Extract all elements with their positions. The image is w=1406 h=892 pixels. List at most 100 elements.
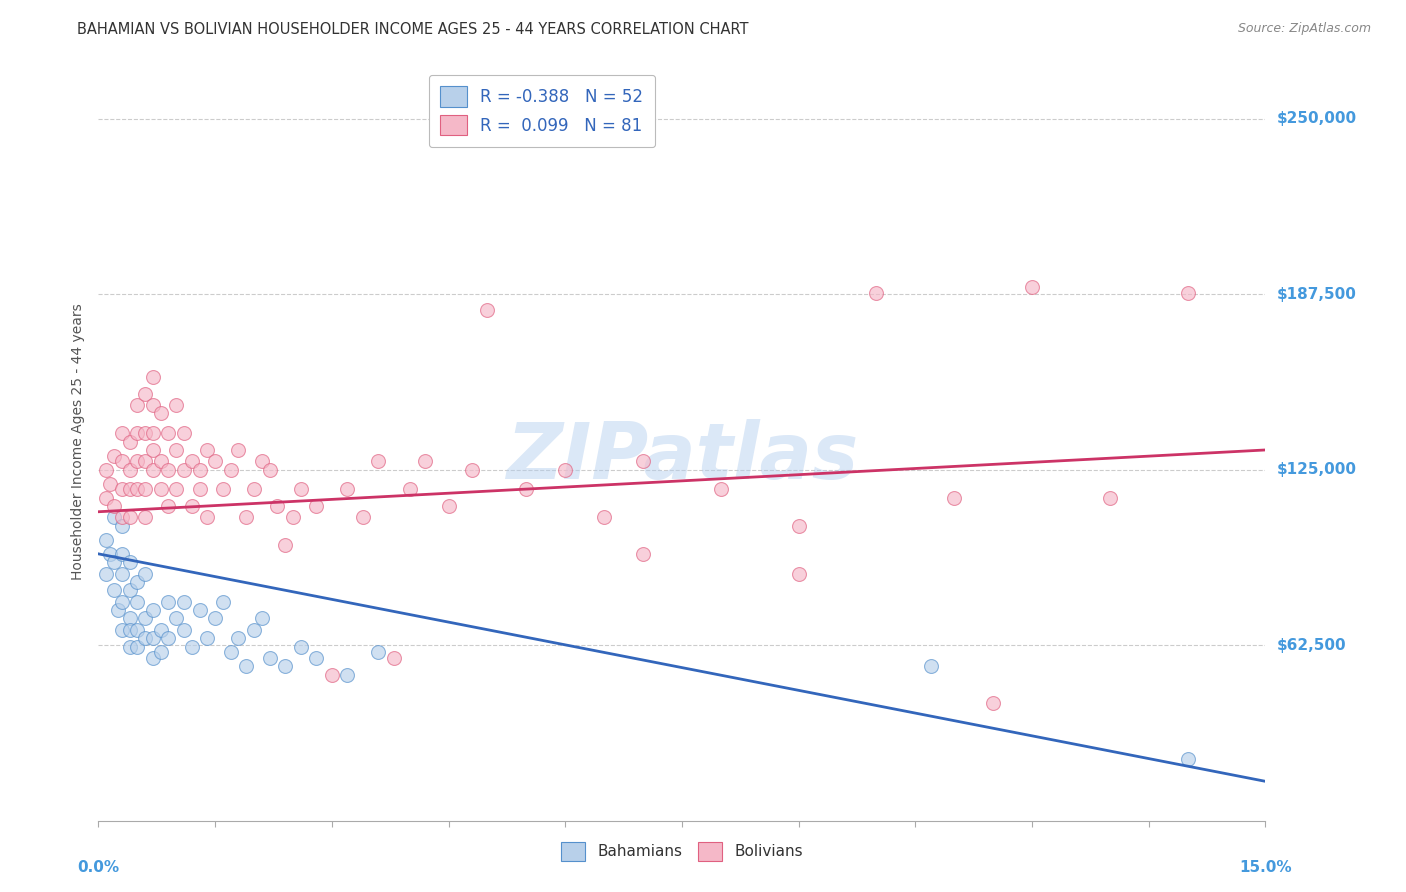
Point [118, 434, 141, 449]
Point [149, 623, 172, 637]
Point [96, 491, 118, 505]
Point [142, 370, 165, 384]
Legend: Bahamians, Bolivians: Bahamians, Bolivians [551, 833, 813, 870]
Point [787, 566, 810, 581]
Point [554, 462, 576, 476]
Point [111, 426, 134, 441]
Point [398, 483, 420, 497]
Point [243, 483, 266, 497]
Point [305, 499, 328, 513]
Point [111, 454, 134, 468]
Point [96, 566, 118, 581]
Point [228, 442, 250, 457]
Point [515, 483, 537, 497]
Point [290, 483, 312, 497]
Point [173, 426, 195, 441]
Text: $187,500: $187,500 [1277, 286, 1357, 301]
Point [1021, 280, 1043, 294]
Point [1098, 491, 1121, 505]
Point [142, 462, 165, 476]
Point [180, 640, 202, 654]
Point [920, 659, 942, 673]
Point [461, 462, 484, 476]
Point [149, 454, 172, 468]
Point [266, 499, 288, 513]
Point [118, 611, 141, 625]
Point [127, 574, 149, 589]
Point [111, 510, 134, 524]
Point [180, 454, 202, 468]
Text: Source: ZipAtlas.com: Source: ZipAtlas.com [1237, 22, 1371, 36]
Point [118, 510, 141, 524]
Point [127, 483, 149, 497]
Point [173, 462, 195, 476]
Text: $250,000: $250,000 [1277, 112, 1357, 126]
Point [336, 483, 359, 497]
Point [149, 645, 172, 659]
Point [865, 285, 887, 300]
Point [98, 476, 121, 491]
Point [127, 623, 149, 637]
Point [111, 483, 134, 497]
Point [96, 462, 118, 476]
Point [165, 483, 187, 497]
Point [413, 454, 436, 468]
Point [188, 603, 211, 617]
Point [127, 594, 149, 608]
Point [367, 454, 389, 468]
Text: ZIPatlas: ZIPatlas [506, 418, 858, 495]
Point [157, 426, 180, 441]
Text: 0.0%: 0.0% [77, 860, 120, 874]
Point [259, 462, 281, 476]
Point [631, 547, 654, 561]
Point [111, 518, 134, 533]
Point [204, 454, 226, 468]
Point [259, 650, 281, 665]
Point [103, 555, 125, 569]
Point [195, 631, 218, 645]
Point [127, 426, 149, 441]
Point [134, 454, 156, 468]
Point [111, 594, 134, 608]
Point [157, 594, 180, 608]
Point [437, 499, 460, 513]
Point [477, 302, 499, 317]
Point [943, 491, 966, 505]
Point [103, 510, 125, 524]
Point [165, 398, 187, 412]
Point [1177, 285, 1199, 300]
Point [111, 566, 134, 581]
Point [195, 442, 218, 457]
Point [142, 603, 165, 617]
Point [204, 611, 226, 625]
Point [142, 426, 165, 441]
Point [103, 449, 125, 463]
Point [111, 623, 134, 637]
Point [352, 510, 374, 524]
Point [134, 631, 156, 645]
Point [134, 386, 156, 401]
Point [219, 645, 242, 659]
Point [710, 483, 733, 497]
Point [321, 667, 343, 681]
Point [118, 623, 141, 637]
Point [981, 696, 1004, 710]
Point [118, 583, 141, 598]
Point [382, 650, 405, 665]
Point [631, 454, 654, 468]
Point [367, 645, 389, 659]
Point [195, 510, 218, 524]
Text: 15.0%: 15.0% [1239, 860, 1292, 874]
Text: $62,500: $62,500 [1277, 638, 1346, 653]
Point [118, 555, 141, 569]
Point [165, 611, 187, 625]
Point [212, 594, 235, 608]
Point [180, 499, 202, 513]
Point [134, 426, 156, 441]
Point [336, 667, 359, 681]
Point [142, 650, 165, 665]
Point [111, 547, 134, 561]
Point [274, 659, 297, 673]
Point [157, 499, 180, 513]
Point [118, 640, 141, 654]
